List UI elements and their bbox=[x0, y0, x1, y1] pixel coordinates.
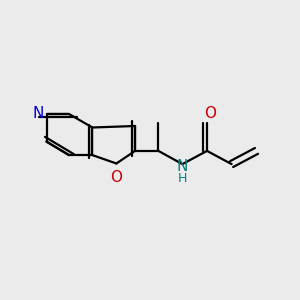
Text: N: N bbox=[32, 106, 44, 122]
Text: H: H bbox=[178, 172, 187, 185]
Text: O: O bbox=[204, 106, 216, 121]
Text: N: N bbox=[177, 159, 188, 174]
Text: O: O bbox=[110, 169, 122, 184]
